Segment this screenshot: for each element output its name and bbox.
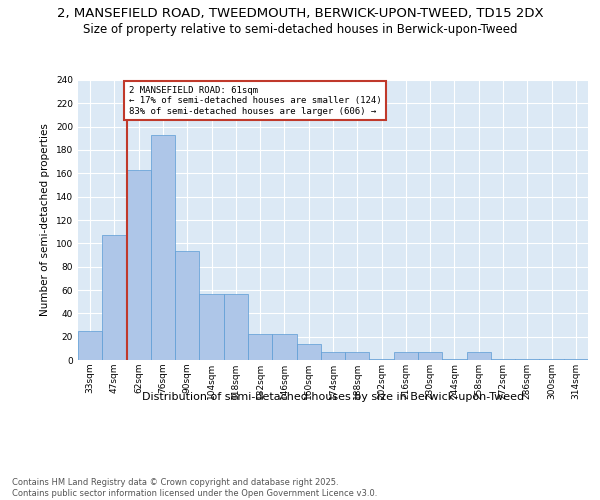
Bar [78, 331, 102, 360]
Bar [248, 334, 272, 360]
Bar [539, 359, 564, 360]
Bar [151, 135, 175, 360]
Text: 2, MANSEFIELD ROAD, TWEEDMOUTH, BERWICK-UPON-TWEED, TD15 2DX: 2, MANSEFIELD ROAD, TWEEDMOUTH, BERWICK-… [56, 8, 544, 20]
Bar [272, 334, 296, 360]
Bar [491, 359, 515, 360]
Text: Size of property relative to semi-detached houses in Berwick-upon-Tweed: Size of property relative to semi-detach… [83, 22, 517, 36]
Bar [321, 352, 345, 360]
Bar [199, 294, 224, 360]
Bar [175, 252, 199, 360]
Bar [418, 352, 442, 360]
Bar [127, 170, 151, 360]
Bar [515, 359, 539, 360]
Bar [564, 359, 588, 360]
Bar [442, 359, 467, 360]
Bar [467, 352, 491, 360]
Bar [102, 235, 127, 360]
Bar [296, 344, 321, 360]
Text: 2 MANSEFIELD ROAD: 61sqm
← 17% of semi-detached houses are smaller (124)
83% of : 2 MANSEFIELD ROAD: 61sqm ← 17% of semi-d… [129, 86, 382, 116]
Text: Distribution of semi-detached houses by size in Berwick-upon-Tweed: Distribution of semi-detached houses by … [142, 392, 524, 402]
Y-axis label: Number of semi-detached properties: Number of semi-detached properties [40, 124, 50, 316]
Bar [224, 294, 248, 360]
Bar [394, 352, 418, 360]
Bar [370, 359, 394, 360]
Bar [345, 352, 370, 360]
Text: Contains HM Land Registry data © Crown copyright and database right 2025.
Contai: Contains HM Land Registry data © Crown c… [12, 478, 377, 498]
